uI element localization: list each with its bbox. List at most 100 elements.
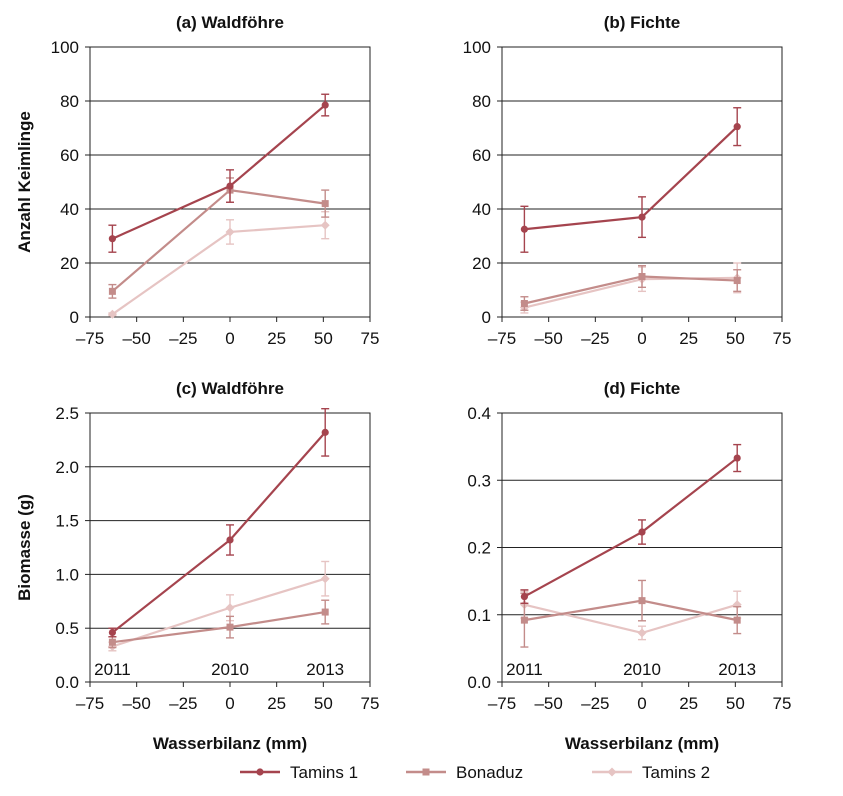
data-point bbox=[320, 220, 330, 230]
data-point bbox=[520, 225, 529, 233]
data-point bbox=[107, 309, 117, 319]
panel-title: (c) Waldföhre bbox=[176, 379, 284, 398]
series-line bbox=[524, 276, 738, 309]
data-point bbox=[321, 428, 329, 436]
series-bonaduz bbox=[108, 177, 330, 299]
legend-label: Tamins 1 bbox=[290, 763, 358, 782]
y-tick-label: 0 bbox=[482, 308, 491, 327]
series-line bbox=[111, 104, 326, 240]
legend-item: Bonaduz bbox=[406, 763, 523, 782]
y-tick-label: 0.0 bbox=[467, 673, 491, 692]
x-tick-label: 0 bbox=[225, 329, 234, 348]
x-tick-label: –75 bbox=[76, 694, 104, 713]
series-line bbox=[112, 577, 326, 648]
legend-marker bbox=[607, 767, 617, 777]
y-tick-label: 0.4 bbox=[467, 404, 491, 423]
series-bonaduz bbox=[520, 579, 742, 648]
x-tick-label: 50 bbox=[726, 694, 745, 713]
x-tick-label: 50 bbox=[314, 694, 333, 713]
y-tick-label: 2.0 bbox=[55, 458, 79, 477]
x-tick-label: –50 bbox=[534, 329, 562, 348]
data-point bbox=[226, 182, 234, 190]
x-axis-label: Wasserbilanz (mm) bbox=[153, 734, 307, 753]
y-tick-label: 0.3 bbox=[467, 471, 491, 490]
series-tamins-2 bbox=[107, 210, 330, 319]
panel-title: (d) Fichte bbox=[604, 379, 681, 398]
series-line bbox=[524, 603, 738, 635]
data-point bbox=[638, 528, 646, 536]
data-point bbox=[637, 628, 647, 638]
series-tamins-1 bbox=[108, 93, 330, 253]
y-tick-label: 2.5 bbox=[55, 404, 79, 423]
y-tick-label: 0.2 bbox=[467, 539, 491, 558]
legend-label: Bonaduz bbox=[456, 763, 523, 782]
legend-marker bbox=[256, 768, 264, 776]
series-line bbox=[111, 431, 327, 634]
y-tick-label: 1.0 bbox=[55, 565, 79, 584]
y-tick-label: 0.5 bbox=[55, 619, 79, 638]
data-point bbox=[520, 616, 528, 624]
data-point bbox=[108, 287, 116, 295]
x-tick-label: 75 bbox=[773, 694, 792, 713]
x-tick-label: 0 bbox=[637, 329, 646, 348]
y-tick-label: 0.1 bbox=[467, 606, 491, 625]
series-bonaduz bbox=[520, 265, 742, 311]
y-axis-label: Anzahl Keimlinge bbox=[15, 111, 34, 253]
series-line bbox=[523, 457, 738, 598]
y-tick-label: 20 bbox=[60, 254, 79, 273]
data-point bbox=[226, 536, 234, 544]
x-tick-label: 75 bbox=[773, 329, 792, 348]
x-tick-label: 50 bbox=[726, 329, 745, 348]
x-tick-label: 25 bbox=[267, 694, 286, 713]
series-line bbox=[112, 610, 326, 644]
data-point bbox=[520, 592, 529, 601]
year-label: 2013 bbox=[306, 660, 344, 679]
data-point bbox=[320, 574, 330, 584]
data-point bbox=[733, 616, 741, 624]
x-tick-label: 25 bbox=[267, 329, 286, 348]
data-point bbox=[733, 123, 741, 131]
legend-item: Tamins 2 bbox=[592, 763, 710, 782]
series-line bbox=[524, 125, 738, 231]
x-tick-label: 25 bbox=[679, 694, 698, 713]
legend: Tamins 1 Bonaduz Tamins 2 bbox=[240, 763, 710, 782]
year-label: 2013 bbox=[718, 660, 756, 679]
y-tick-label: 0.0 bbox=[55, 673, 79, 692]
series-tamins-1 bbox=[520, 107, 742, 253]
chart-panel-c: (c) Waldföhre 0.0 0.5 1.0 1.5 2.0 2.5 –75 –50 –25… bbox=[15, 379, 379, 753]
x-tick-label: –75 bbox=[76, 329, 104, 348]
series-line bbox=[524, 599, 738, 622]
data-point bbox=[225, 603, 235, 613]
chart-panel-d: (d) Fichte 0.0 0.1 0.2 0.3 0.4 –75 –50 –25 0 25 50 7… bbox=[467, 379, 791, 753]
x-tick-label: –50 bbox=[534, 694, 562, 713]
legend-label: Tamins 2 bbox=[642, 763, 710, 782]
y-tick-label: 20 bbox=[472, 254, 491, 273]
y-tick-label: 40 bbox=[60, 200, 79, 219]
series-tamins-1 bbox=[108, 407, 330, 638]
y-tick-label: 40 bbox=[472, 200, 491, 219]
y-tick-label: 60 bbox=[472, 146, 491, 165]
y-tick-label: 80 bbox=[472, 92, 491, 111]
data-point bbox=[638, 273, 646, 280]
y-tick-label: 80 bbox=[60, 92, 79, 111]
series-bonaduz bbox=[108, 599, 330, 649]
year-label: 2011 bbox=[506, 660, 543, 679]
x-tick-label: 0 bbox=[637, 694, 646, 713]
series-tamins-1 bbox=[520, 443, 742, 605]
year-label: 2011 bbox=[94, 660, 131, 679]
x-tick-label: 50 bbox=[314, 329, 333, 348]
y-axis-label: Biomasse (g) bbox=[15, 494, 34, 601]
x-tick-label: 0 bbox=[225, 694, 234, 713]
data-point bbox=[108, 628, 116, 637]
data-point bbox=[321, 608, 329, 616]
data-point bbox=[638, 597, 646, 605]
data-point bbox=[108, 235, 116, 243]
x-tick-label: –25 bbox=[169, 694, 197, 713]
y-tick-label: 100 bbox=[463, 38, 491, 57]
x-tick-label: 75 bbox=[361, 694, 380, 713]
x-tick-label: –25 bbox=[169, 329, 197, 348]
y-tick-label: 60 bbox=[60, 146, 79, 165]
data-point bbox=[520, 300, 528, 307]
data-point bbox=[733, 277, 741, 285]
